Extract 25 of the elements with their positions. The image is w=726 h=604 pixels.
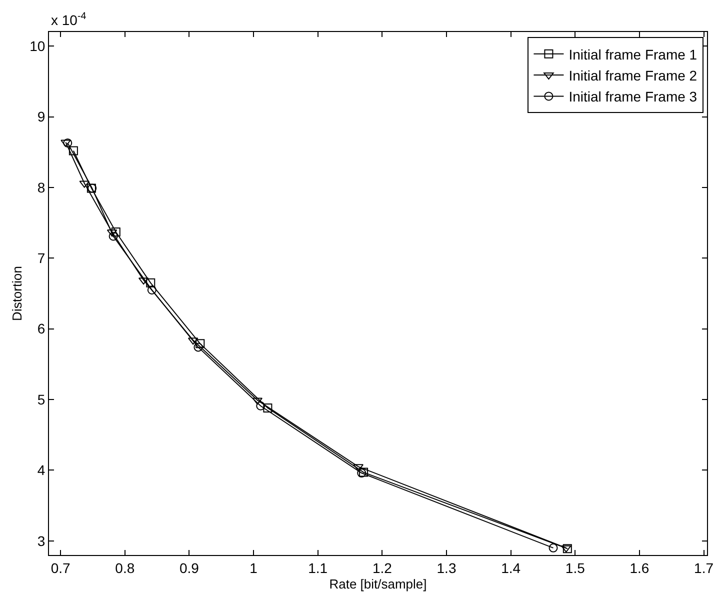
y-tick-label: 10	[30, 38, 46, 54]
x-tick-label: 1.6	[630, 560, 650, 576]
x-tick-label: 1.2	[372, 560, 392, 576]
text: x 10$^{-4}$	[51, 11, 87, 28]
x-tick-label: 0.9	[179, 560, 200, 576]
x-tick-label: 1.3	[436, 560, 456, 576]
x-tick-label: 0.7	[50, 560, 71, 576]
y-tick-label: 4	[37, 462, 46, 478]
y-tick-label: 8	[37, 179, 46, 196]
y-tick-label: 6	[37, 320, 46, 337]
x-tick-label: 1.5	[565, 560, 586, 576]
y-tick-label: 7	[37, 250, 46, 266]
y-tick-label: 9	[37, 108, 46, 125]
x-tick-label: 1.1	[308, 560, 328, 576]
y-tick-label: 5	[37, 391, 46, 408]
x-tick-label: 1.4	[501, 560, 521, 576]
x-tick-label: 1	[250, 560, 258, 576]
y-axis-title: Distortion	[10, 266, 25, 321]
x-tick-label: 1.7	[694, 560, 714, 576]
y-tick-label: 3	[37, 532, 46, 549]
x-tick-label: 0.8	[115, 560, 135, 576]
legend-label: Initial frame Frame 3	[568, 88, 698, 105]
legend-label: Initial frame Frame 1	[568, 46, 698, 62]
x-axis-title: Rate [bit/sample]	[329, 576, 427, 592]
legend-label: Initial frame Frame 2	[568, 67, 698, 84]
